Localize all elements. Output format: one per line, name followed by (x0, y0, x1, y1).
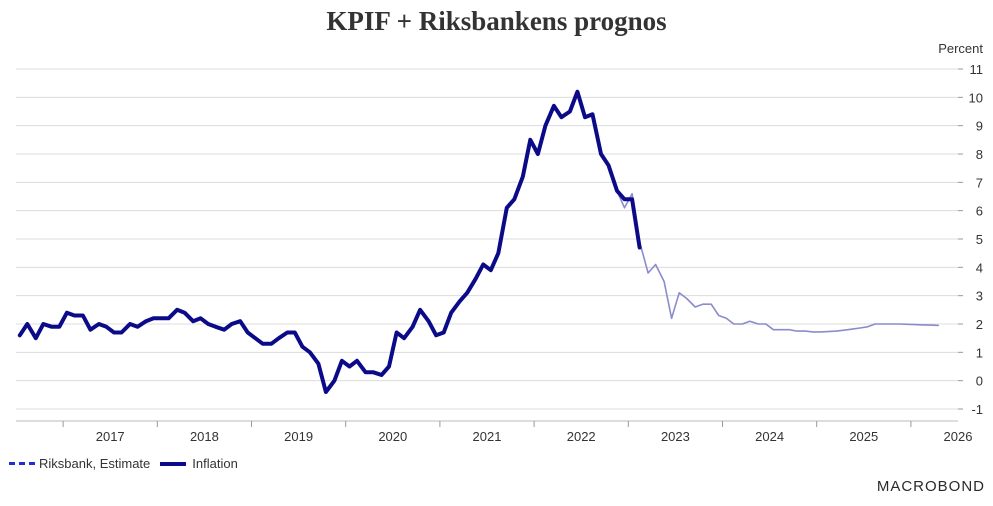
x-tick-label: 2026 (944, 429, 973, 444)
legend-swatch-inflation (160, 461, 187, 466)
legend-label-estimate: Riksbank, Estimate (39, 456, 151, 471)
series-line-estimate (19, 90, 939, 393)
legend-label-inflation: Inflation (192, 456, 238, 471)
chart-title: KPIF + Riksbankens prognos (326, 6, 667, 36)
legend-item-inflation[interactable]: Inflation (160, 456, 238, 471)
x-tick-label: 2023 (661, 429, 690, 444)
legend-swatch-estimate (9, 462, 35, 465)
x-tick-label: 2024 (755, 429, 784, 444)
x-tick-label: 2025 (849, 429, 878, 444)
y-tick-label: 5 (976, 232, 983, 247)
legend-item-estimate[interactable]: Riksbank, Estimate (9, 456, 150, 471)
y-tick-label: 2 (976, 317, 983, 332)
series-lines (17, 89, 939, 394)
x-tick-label: 2020 (378, 429, 407, 444)
y-tick-label: -1 (971, 402, 983, 417)
series-line-inflation (17, 89, 642, 394)
x-tick-label: 2018 (190, 429, 219, 444)
gridlines (16, 68, 958, 410)
legend: Riksbank, Estimate Inflation (9, 456, 248, 471)
axes: -1 0 1 2 3 4 5 6 7 8 9 10 11 2017 2018 2019 2020 2021 2022… (16, 62, 983, 444)
x-tick-label: 2017 (96, 429, 125, 444)
x-tick-label: 2021 (473, 429, 502, 444)
y-tick-label: 6 (976, 204, 983, 219)
y-tick-label: 8 (976, 147, 983, 162)
y-tick-label: 7 (976, 175, 983, 190)
y-tick-label: 11 (970, 62, 984, 77)
macrobond-logo: MACROBOND (876, 478, 985, 495)
x-tick-label: 2022 (567, 429, 596, 444)
y-tick-label: 9 (976, 119, 983, 134)
x-tick-label: 2019 (284, 429, 313, 444)
y-tick-label: 4 (976, 260, 983, 275)
y-tick-label: 1 (976, 345, 983, 360)
y-tick-label: 10 (969, 90, 983, 105)
y-axis-label: Percent (938, 41, 983, 56)
y-tick-label: 3 (976, 289, 983, 304)
y-tick-label: 0 (976, 374, 983, 389)
